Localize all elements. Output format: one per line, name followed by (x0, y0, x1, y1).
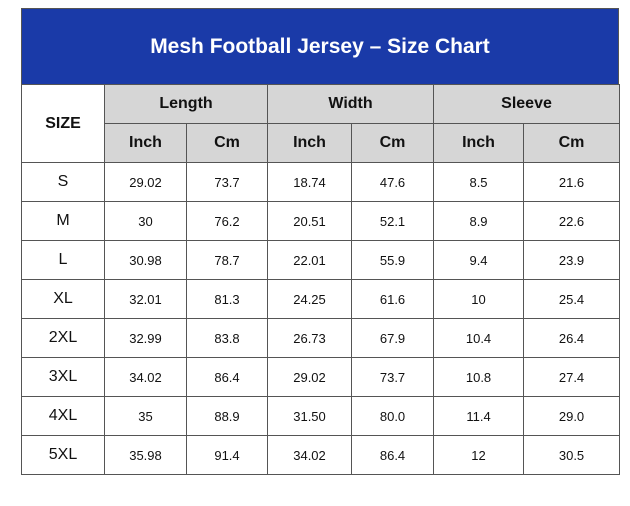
measurement-cell: 67.9 (351, 318, 435, 358)
measurement-cell: 12 (433, 435, 525, 475)
measurement-cell: 21.6 (523, 162, 621, 202)
unit-header: Inch (267, 123, 353, 163)
measurement-cell: 18.74 (267, 162, 353, 202)
unit-header: Cm (523, 123, 621, 163)
measurement-cell: 10.8 (433, 357, 525, 397)
length-group-header: Length (103, 84, 269, 124)
measurement-cell: 83.8 (185, 318, 269, 358)
measurement-cell: 9.4 (433, 240, 525, 280)
measurement-cell: 32.99 (104, 318, 187, 358)
measurement-cell: 88.9 (185, 396, 269, 436)
size-chart: Mesh Football Jersey – Size Chart SIZE L… (21, 8, 621, 475)
measurement-cell: 26.4 (523, 318, 621, 358)
measurement-cell: 10 (433, 279, 525, 319)
size-cell: 2XL (21, 318, 105, 358)
measurement-cell: 32.01 (104, 279, 187, 319)
measurement-cell: 55.9 (351, 240, 435, 280)
measurement-cell: 34.02 (267, 435, 353, 475)
measurement-cell: 76.2 (185, 201, 269, 241)
measurement-cell: 86.4 (185, 357, 269, 397)
measurement-cell: 25.4 (523, 279, 621, 319)
size-cell: XL (21, 279, 105, 319)
table-row: 2XL 32.99 83.8 26.73 67.9 10.4 26.4 (21, 318, 621, 358)
table-row: 4XL 35 88.9 31.50 80.0 11.4 29.0 (21, 396, 621, 436)
size-table: SIZE Length Width Sleeve Inch Cm Inch Cm… (21, 84, 621, 475)
measurement-cell: 23.9 (523, 240, 621, 280)
size-column-header: SIZE (21, 84, 105, 163)
measurement-cell: 73.7 (185, 162, 269, 202)
measurement-cell: 81.3 (185, 279, 269, 319)
table-row: 3XL 34.02 86.4 29.02 73.7 10.8 27.4 (21, 357, 621, 397)
measurement-cell: 34.02 (104, 357, 187, 397)
measurement-cell: 47.6 (351, 162, 435, 202)
table-row: M 30 76.2 20.51 52.1 8.9 22.6 (21, 201, 621, 241)
width-group-header: Width (267, 84, 435, 124)
unit-header: Inch (104, 123, 187, 163)
measurement-cell: 30 (104, 201, 187, 241)
measurement-cell: 73.7 (351, 357, 435, 397)
measurement-cell: 26.73 (267, 318, 353, 358)
measurement-cell: 30.98 (104, 240, 187, 280)
table-row: 5XL 35.98 91.4 34.02 86.4 12 30.5 (21, 435, 621, 475)
size-cell: 5XL (21, 435, 105, 475)
table-row: S 29.02 73.7 18.74 47.6 8.5 21.6 (21, 162, 621, 202)
measurement-cell: 11.4 (433, 396, 525, 436)
measurement-cell: 30.5 (523, 435, 621, 475)
measurement-cell: 20.51 (267, 201, 353, 241)
size-cell: 3XL (21, 357, 105, 397)
unit-header: Inch (433, 123, 525, 163)
measurement-cell: 29.02 (104, 162, 187, 202)
measurement-cell: 8.5 (433, 162, 525, 202)
measurement-cell: 8.9 (433, 201, 525, 241)
table-row: L 30.98 78.7 22.01 55.9 9.4 23.9 (21, 240, 621, 280)
unit-header: Cm (185, 123, 269, 163)
size-cell: S (21, 162, 105, 202)
size-cell: M (21, 201, 105, 241)
measurement-cell: 31.50 (267, 396, 353, 436)
measurement-cell: 86.4 (351, 435, 435, 475)
measurement-cell: 35 (104, 396, 187, 436)
measurement-cell: 61.6 (351, 279, 435, 319)
size-cell: 4XL (21, 396, 105, 436)
measurement-cell: 27.4 (523, 357, 621, 397)
measurement-cell: 24.25 (267, 279, 353, 319)
measurement-cell: 22.01 (267, 240, 353, 280)
chart-title: Mesh Football Jersey – Size Chart (21, 8, 619, 84)
unit-header: Cm (351, 123, 435, 163)
measurement-cell: 78.7 (185, 240, 269, 280)
measurement-cell: 35.98 (104, 435, 187, 475)
measurement-cell: 22.6 (523, 201, 621, 241)
measurement-cell: 91.4 (185, 435, 269, 475)
size-cell: L (21, 240, 105, 280)
measurement-cell: 52.1 (351, 201, 435, 241)
measurement-cell: 10.4 (433, 318, 525, 358)
measurement-cell: 80.0 (351, 396, 435, 436)
sleeve-group-header: Sleeve (433, 84, 621, 124)
measurement-cell: 29.02 (267, 357, 353, 397)
measurement-cell: 29.0 (523, 396, 621, 436)
table-row: XL 32.01 81.3 24.25 61.6 10 25.4 (21, 279, 621, 319)
